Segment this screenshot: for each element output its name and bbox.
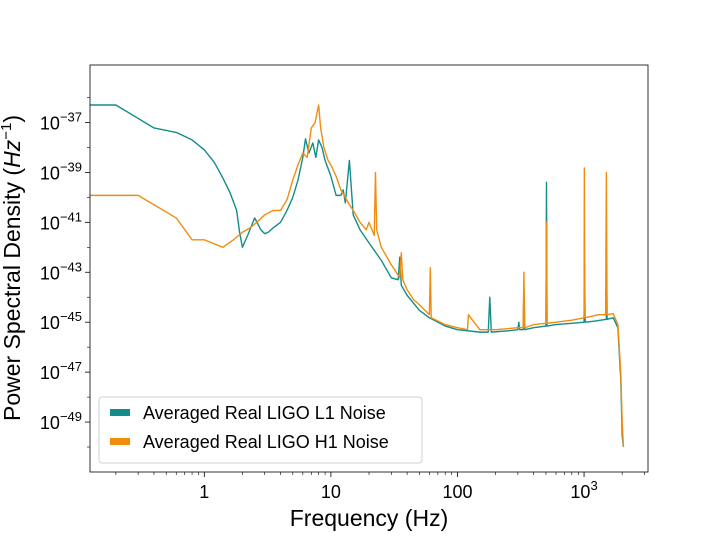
series-line-l1 xyxy=(90,104,625,448)
x-tick-label: 10 xyxy=(321,482,341,502)
legend: Averaged Real LIGO L1 Noise Averaged Rea… xyxy=(98,396,423,464)
legend-swatch-l1 xyxy=(110,409,130,416)
series-layer xyxy=(90,104,625,448)
y-axis-label-close: ) xyxy=(0,115,25,123)
x-axis-label: Frequency (Hz) xyxy=(290,505,448,531)
y-tick-label: 10−49 xyxy=(40,409,82,433)
y-axis-label-text: Power Spectral Density ( xyxy=(0,168,25,421)
y-tick-label: 10−41 xyxy=(40,209,82,233)
y-tick-label: 10−45 xyxy=(40,309,82,333)
y-axis-label-exponent: −1 xyxy=(0,123,15,140)
x-tick-label: 103 xyxy=(570,478,597,502)
legend-label-l1: Averaged Real LIGO L1 Noise xyxy=(143,403,386,423)
x-tick-label: 100 xyxy=(442,482,472,502)
series-line-h1 xyxy=(90,104,625,448)
y-axis-label: Power Spectral Density (Hz−1) xyxy=(0,115,25,421)
legend-box xyxy=(98,396,423,464)
y-tick-label: 10−39 xyxy=(40,159,82,183)
y-tick-label: 10−37 xyxy=(40,109,82,133)
x-tick-label: 1 xyxy=(199,482,209,502)
axis-layer: 1 10 100 103 10−37 10−39 10−41 10−43 10−45 10−47 1… xyxy=(40,97,645,502)
legend-swatch-h1 xyxy=(110,438,130,445)
y-tick-label: 10−47 xyxy=(40,359,82,383)
legend-label-h1: Averaged Real LIGO H1 Noise xyxy=(143,432,389,452)
y-axis-label-unit: Hz xyxy=(0,139,25,168)
y-tick-label: 10−43 xyxy=(40,259,82,283)
